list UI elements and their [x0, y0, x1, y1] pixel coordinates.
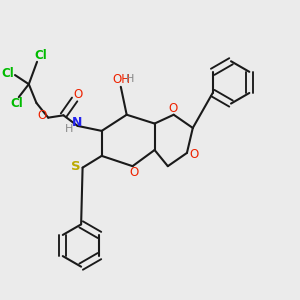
Text: H: H [64, 124, 73, 134]
Text: O: O [74, 88, 83, 101]
Text: Cl: Cl [10, 97, 23, 110]
Text: O: O [169, 102, 178, 115]
Text: Cl: Cl [1, 67, 14, 80]
Text: OH: OH [113, 73, 131, 86]
Text: O: O [190, 148, 199, 161]
Text: N: N [71, 116, 82, 129]
Text: O: O [37, 109, 46, 122]
Text: Cl: Cl [34, 50, 47, 62]
Text: S: S [71, 160, 81, 173]
Text: O: O [129, 166, 138, 179]
Text: H: H [126, 74, 134, 85]
